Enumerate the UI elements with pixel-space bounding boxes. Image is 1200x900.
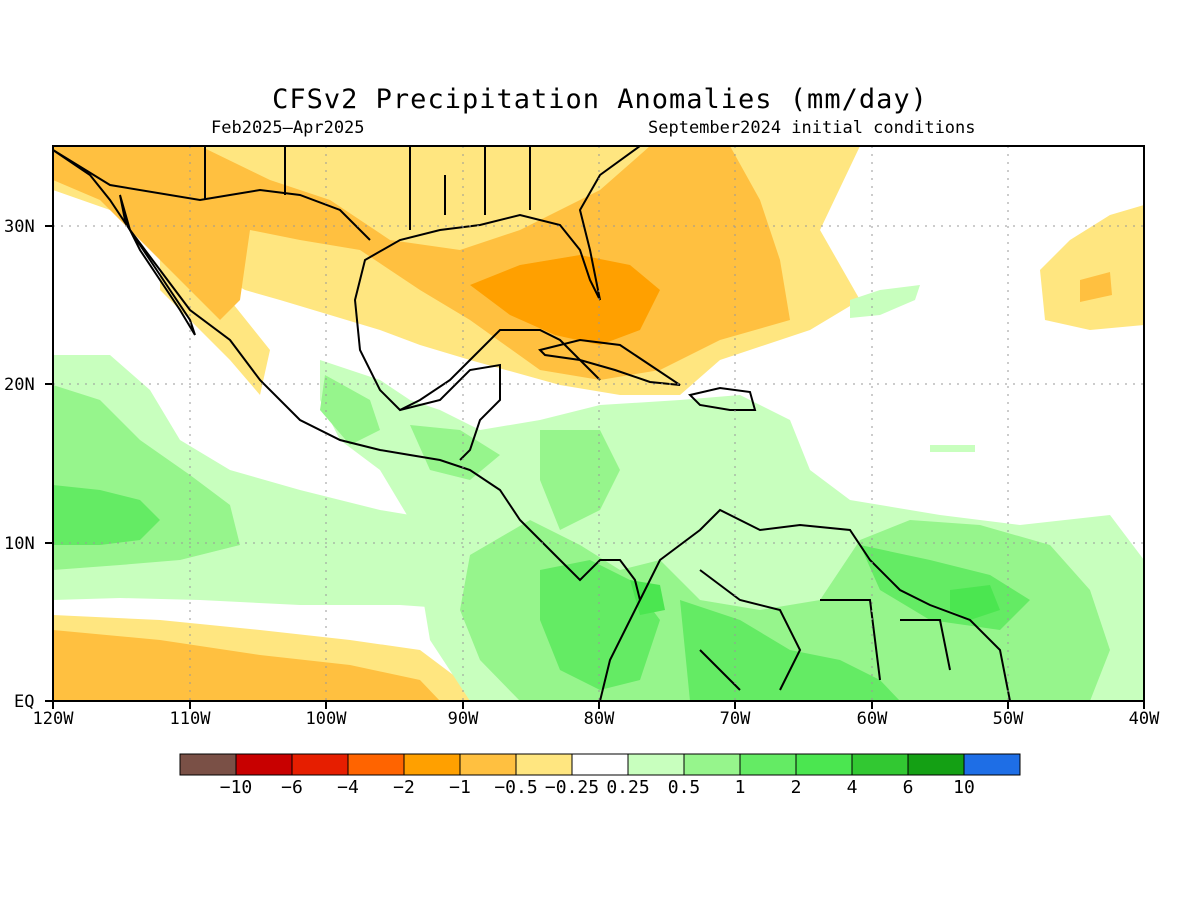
wet-region-atlantic-small: [850, 285, 975, 452]
lon-label-80w: 80W: [583, 709, 615, 729]
lon-label-70w: 70W: [719, 709, 751, 729]
coastline-south-america: [639, 508, 1011, 701]
colorbar: [179, 753, 1021, 776]
wet-region-pacific-core: [53, 485, 160, 545]
colorbar-swatch: [683, 753, 741, 776]
colorbar-label: 0.25: [606, 777, 650, 798]
lon-label-110w: 110W: [169, 709, 211, 729]
lat-label-20n: 20N: [4, 375, 35, 395]
dry-region-atlantic: [1040, 205, 1144, 330]
colorbar-swatch: [627, 753, 685, 776]
coastline-gulf: [353, 213, 601, 412]
colorbar-label: −0.25: [544, 777, 600, 798]
lon-label-40w: 40W: [1128, 709, 1160, 729]
colorbar-label: 2: [790, 777, 802, 798]
colorbar-label: 10: [953, 777, 975, 798]
dry-region-bahamas: [470, 255, 660, 345]
initial-conditions: September2024 initial conditions: [648, 118, 976, 138]
coastline-cuba: [538, 338, 681, 386]
coastline-yucatan: [399, 363, 501, 461]
dry-region-pacific-south-core: [53, 630, 440, 701]
colorbar-swatch: [347, 753, 405, 776]
border-us-mexico: [53, 149, 371, 241]
colorbar-swatch: [795, 753, 853, 776]
lon-label-50w: 50W: [992, 709, 1024, 729]
colorbar-label: −2: [393, 777, 415, 798]
graticule: [53, 146, 1144, 701]
coastline-us-east: [578, 146, 641, 301]
colorbar-label: −6: [281, 777, 303, 798]
lon-label-90w: 90W: [447, 709, 479, 729]
wet-region-central-america: [320, 375, 620, 530]
colorbar-label: 6: [902, 777, 914, 798]
colorbar-swatch: [459, 753, 517, 776]
colorbar-swatch: [515, 753, 573, 776]
coastlines: [53, 146, 1011, 701]
colorbar-swatch: [179, 753, 237, 776]
colorbar-label: −1: [449, 777, 471, 798]
coastline-north-america: [53, 149, 642, 701]
lat-label-30n: 30N: [4, 217, 35, 237]
colorbar-label: 4: [846, 777, 858, 798]
colorbar-swatch: [739, 753, 797, 776]
border-us-states: [204, 146, 531, 230]
coastline-hispaniola: [688, 386, 757, 411]
colorbar-label: 0.5: [667, 777, 701, 798]
axis-ticks: [45, 225, 1145, 709]
colorbar-swatch: [907, 753, 965, 776]
lat-label-10n: 10N: [4, 534, 35, 554]
dry-region-atlantic-core: [1080, 272, 1112, 302]
lon-label-60w: 60W: [856, 709, 888, 729]
colorbar-label: −10: [219, 777, 253, 798]
colorbar-label: −0.5: [494, 777, 538, 798]
border-south-america: [699, 569, 951, 691]
colorbar-swatch: [963, 753, 1021, 776]
lon-label-100w: 100W: [305, 709, 347, 729]
colorbar-swatch: [571, 753, 629, 776]
colorbar-label: −4: [337, 777, 359, 798]
colorbar-swatch: [291, 753, 349, 776]
lat-label-eq: EQ: [14, 692, 35, 712]
colorbar-swatch: [403, 753, 461, 776]
wet-region-guianas-core: [630, 580, 1000, 620]
wet-region-south-america-core: [540, 545, 1030, 701]
coastline-baja: [119, 194, 196, 336]
colorbar-swatch: [851, 753, 909, 776]
forecast-period: Feb2025–Apr2025: [211, 118, 365, 138]
colorbar-swatch: [235, 753, 293, 776]
colorbar-label: 1: [734, 777, 746, 798]
lon-label-120w: 120W: [32, 709, 74, 729]
map-title: CFSv2 Precipitation Anomalies (mm/day): [272, 84, 928, 115]
